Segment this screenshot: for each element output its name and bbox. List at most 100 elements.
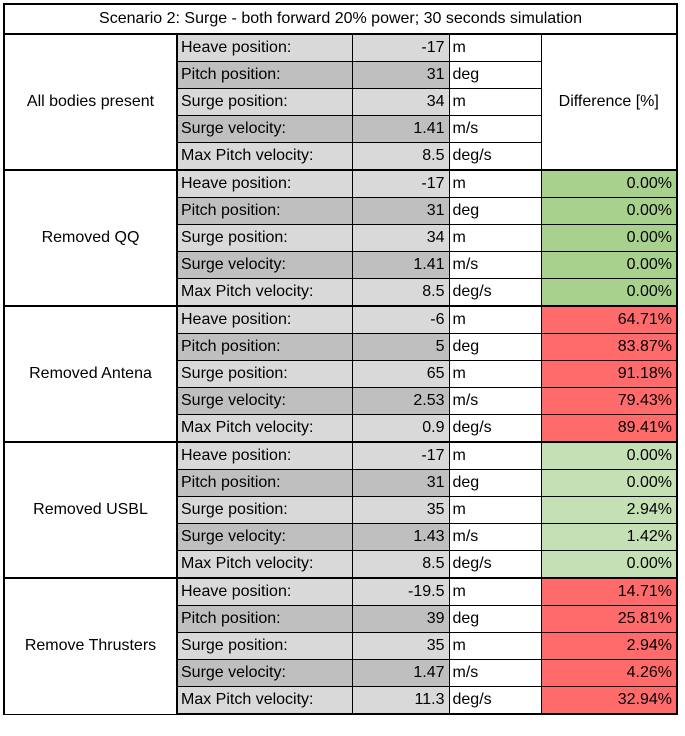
parameter-unit: m bbox=[448, 360, 542, 388]
table-row: All bodies present Heave position: -17 m Dif… bbox=[3, 33, 678, 171]
difference-value: 0.00% bbox=[540, 441, 678, 470]
table-row: Max Pitch velocity: 8.5 deg/s 0.00% bbox=[4, 550, 678, 579]
parameter-unit: deg bbox=[448, 605, 542, 633]
parameter-value: -17 bbox=[351, 169, 450, 198]
table-row: Surge position: 35 m 2.94% bbox=[4, 496, 678, 524]
parameter-unit: deg/s bbox=[448, 550, 542, 579]
parameter-value: 35 bbox=[351, 496, 450, 524]
difference-value: 79.43% bbox=[540, 387, 678, 415]
parameter-name: Surge position: bbox=[176, 360, 353, 388]
table-title: Scenario 2: Surge - both forward 20% pow… bbox=[3, 3, 678, 35]
difference-value: 91.18% bbox=[540, 360, 678, 388]
table-row: Surge position: 35 m 2.94% bbox=[4, 632, 678, 660]
table-row: Surge velocity: 1.41 m/s 0.00% bbox=[4, 251, 678, 279]
difference-value: 1.42% bbox=[540, 523, 678, 551]
difference-value: 0.00% bbox=[540, 169, 678, 198]
table-row: Pitch position: 31 deg 0.00% bbox=[4, 197, 678, 225]
parameter-name: Heave position: bbox=[176, 33, 353, 62]
title-row: Scenario 2: Surge - both forward 20% pow… bbox=[3, 3, 678, 35]
difference-value: 4.26% bbox=[540, 659, 678, 687]
parameter-name: Surge position: bbox=[176, 224, 353, 252]
parameter-value: 1.41 bbox=[351, 251, 450, 279]
parameter-value: 8.5 bbox=[351, 142, 450, 171]
parameter-unit: deg bbox=[448, 469, 542, 497]
parameter-value: 34 bbox=[351, 224, 450, 252]
parameter-value: 39 bbox=[351, 605, 450, 633]
parameter-unit: m/s bbox=[448, 387, 542, 415]
parameter-name: Surge position: bbox=[176, 632, 353, 660]
parameter-name: Heave position: bbox=[176, 577, 353, 606]
parameter-name: Heave position: bbox=[176, 441, 353, 470]
table-row: Max Pitch velocity: 0.9 deg/s 89.41% bbox=[4, 414, 678, 443]
table-row: Removed USBL Heave position: -17 m 0.00% bbox=[3, 441, 678, 579]
parameter-name: Max Pitch velocity: bbox=[176, 278, 353, 307]
parameter-name: Max Pitch velocity: bbox=[176, 686, 353, 715]
table-row: Surge position: 65 m 91.18% bbox=[4, 360, 678, 388]
parameter-name: Surge velocity: bbox=[176, 115, 353, 143]
parameter-value: 65 bbox=[351, 360, 450, 388]
parameter-name: Pitch position: bbox=[176, 469, 353, 497]
table-row: Pitch position: 5 deg 83.87% bbox=[4, 333, 678, 361]
parameter-name: Surge velocity: bbox=[176, 251, 353, 279]
parameter-unit: deg bbox=[448, 61, 542, 89]
difference-value: 0.00% bbox=[540, 278, 678, 307]
parameter-unit: deg/s bbox=[448, 278, 542, 307]
parameter-name: Surge position: bbox=[176, 496, 353, 524]
parameter-unit: m bbox=[448, 305, 542, 334]
table-row: Surge position: 34 m bbox=[4, 88, 677, 116]
parameter-value: -6 bbox=[351, 305, 450, 334]
parameter-value: 34 bbox=[351, 88, 450, 116]
difference-value: 2.94% bbox=[540, 632, 678, 660]
parameter-name: Pitch position: bbox=[176, 197, 353, 225]
parameter-value: 1.47 bbox=[351, 659, 450, 687]
group-label: Removed USBL bbox=[3, 441, 178, 579]
group-label: Removed QQ bbox=[3, 169, 178, 307]
parameter-unit: deg bbox=[448, 197, 542, 225]
parameter-name: Surge velocity: bbox=[176, 659, 353, 687]
parameter-name: Pitch position: bbox=[176, 605, 353, 633]
table-row: Max Pitch velocity: 11.3 deg/s 32.94% bbox=[4, 686, 678, 715]
parameter-value: 5 bbox=[351, 333, 450, 361]
parameter-value: 8.5 bbox=[351, 550, 450, 579]
table-row: Removed QQ Heave position: -17 m 0.00% bbox=[3, 169, 678, 307]
difference-value: 0.00% bbox=[540, 224, 678, 252]
difference-value: 0.00% bbox=[540, 251, 678, 279]
parameter-unit: m bbox=[448, 88, 542, 116]
parameter-name: Heave position: bbox=[176, 305, 353, 334]
parameter-value: -17 bbox=[351, 33, 450, 62]
parameter-value: 1.41 bbox=[351, 115, 450, 143]
parameter-unit: m/s bbox=[448, 251, 542, 279]
difference-value: 32.94% bbox=[540, 686, 678, 715]
results-table-container: Scenario 2: Surge - both forward 20% pow… bbox=[3, 3, 678, 715]
parameter-value: 8.5 bbox=[351, 278, 450, 307]
difference-value: 25.81% bbox=[540, 605, 678, 633]
group-label: Removed Antena bbox=[3, 305, 178, 443]
parameter-name: Pitch position: bbox=[176, 333, 353, 361]
table-row: Removed Antena Heave position: -6 m 64.71% bbox=[3, 305, 678, 443]
table-row: Pitch position: 31 deg 0.00% bbox=[4, 469, 678, 497]
group-label: Remove Thrusters bbox=[3, 577, 178, 715]
difference-value: 0.00% bbox=[540, 550, 678, 579]
parameter-name: Max Pitch velocity: bbox=[176, 414, 353, 443]
parameter-name: Surge velocity: bbox=[176, 523, 353, 551]
parameter-unit: m bbox=[448, 496, 542, 524]
parameter-unit: m bbox=[448, 33, 542, 62]
parameter-unit: deg/s bbox=[448, 414, 542, 443]
difference-value: 14.71% bbox=[540, 577, 678, 606]
difference-value: 64.71% bbox=[540, 305, 678, 334]
parameter-value: 2.53 bbox=[351, 387, 450, 415]
parameter-value: 11.3 bbox=[351, 686, 450, 715]
parameter-name: Pitch position: bbox=[176, 61, 353, 89]
parameter-unit: m bbox=[448, 441, 542, 470]
difference-value: 0.00% bbox=[540, 469, 678, 497]
table-row: Max Pitch velocity: 8.5 deg/s 0.00% bbox=[4, 278, 678, 307]
parameter-value: 31 bbox=[351, 469, 450, 497]
table-row: Pitch position: 39 deg 25.81% bbox=[4, 605, 678, 633]
parameter-unit: deg/s bbox=[448, 142, 542, 171]
parameter-value: 0.9 bbox=[351, 414, 450, 443]
difference-value: 0.00% bbox=[540, 197, 678, 225]
parameter-name: Max Pitch velocity: bbox=[176, 142, 353, 171]
parameter-value: 31 bbox=[351, 197, 450, 225]
results-table-body: Scenario 2: Surge - both forward 20% pow… bbox=[3, 3, 678, 715]
difference-value: 2.94% bbox=[540, 496, 678, 524]
